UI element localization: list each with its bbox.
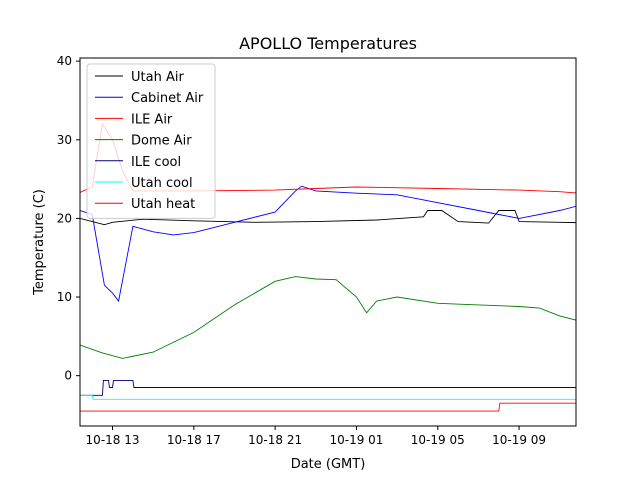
legend-label: ILE cool (131, 155, 181, 170)
chart-title: APOLLO Temperatures (239, 34, 417, 53)
legend: Utah Air Cabinet Air ILE Air Dome Air ILE co… (86, 63, 216, 219)
series-line-utah-heat (80, 402, 576, 412)
x-axis-ticks: 10-18 13 10-18 17 10-18 21 10-19 01 10-19 05… (86, 426, 546, 447)
series-line-utah-air (80, 210, 576, 226)
legend-label: Cabinet Air (131, 91, 204, 106)
y-tick-label: 0 (64, 369, 72, 383)
x-tick-label: 10-18 17 (167, 433, 221, 447)
y-axis-label: Temperature (C) (32, 189, 47, 296)
x-tick-label: 10-18 13 (86, 433, 140, 447)
plot-frame (79, 57, 577, 427)
legend-label: ILE Air (131, 112, 173, 127)
series-line-dome-air (80, 276, 576, 359)
legend-label: Utah cool (131, 176, 193, 191)
series-line-utah-cool (80, 394, 576, 400)
y-tick-label: 30 (57, 133, 72, 147)
x-axis-label: Date (GMT) (291, 457, 366, 472)
x-tick-label: 10-19 01 (329, 433, 383, 447)
legend-box (86, 63, 216, 219)
legend-label: Dome Air (131, 134, 192, 149)
x-tick-label: 10-19 09 (492, 433, 546, 447)
x-tick-label: 10-18 21 (248, 433, 302, 447)
y-tick-label: 20 (57, 211, 72, 225)
series-line-ile-cool (80, 379, 576, 396)
plot-area (79, 57, 577, 427)
y-tick-label: 10 (57, 290, 72, 304)
legend-label: Utah heat (131, 197, 195, 212)
y-axis-ticks: 0 10 20 30 40 (57, 54, 80, 383)
x-tick-label: 10-19 05 (411, 433, 465, 447)
legend-label: Utah Air (131, 70, 184, 85)
series-line-cabinet-air (80, 185, 576, 303)
y-tick-label: 40 (57, 54, 72, 68)
